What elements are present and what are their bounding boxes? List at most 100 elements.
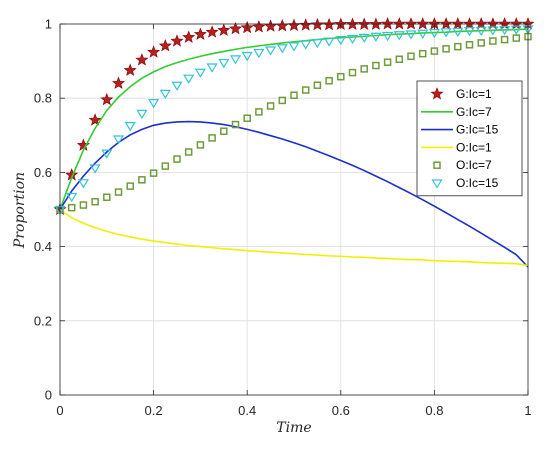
data-point (103, 193, 111, 202)
legend-item: G:Ic=7 (421, 105, 492, 119)
x-tick-label: 0.6 (332, 403, 350, 418)
data-point (158, 39, 172, 52)
y-tick-label: 1 (45, 17, 52, 32)
data-point (442, 45, 450, 53)
legend: G:Ic=1 G:Ic=7 G:Ic=15 O:Ic=1 O:Ic=7 O:Ic=15 (416, 80, 523, 197)
series-3 (59, 208, 529, 267)
data-point (91, 197, 99, 206)
data-point (231, 120, 240, 129)
data-point (407, 52, 415, 61)
data-point (205, 25, 219, 38)
data-point (510, 25, 522, 35)
series-2 (59, 120, 529, 268)
data-point (184, 148, 193, 156)
data-point (138, 176, 146, 184)
data-point (358, 33, 370, 44)
data-point (77, 179, 89, 189)
data-point (300, 40, 312, 50)
legend-marker-swatch (433, 161, 441, 169)
data-point (229, 21, 242, 35)
series-group (53, 17, 535, 268)
series-line (59, 208, 529, 267)
data-point (173, 155, 181, 163)
legend-item: O:Ic=15 (431, 176, 499, 190)
data-point (182, 30, 196, 43)
data-point (252, 20, 266, 33)
data-point (241, 51, 253, 62)
x-tick-label: 0 (56, 403, 63, 418)
data-point (101, 149, 113, 159)
data-point (136, 109, 148, 120)
data-point (452, 27, 464, 38)
data-point (276, 44, 288, 54)
data-point (372, 61, 380, 70)
legend-label: G:Ic=7 (456, 105, 492, 119)
x-tick-label: 0.4 (238, 403, 256, 418)
data-point (487, 26, 499, 36)
data-point (500, 35, 509, 44)
y-tick-label: 0 (45, 388, 52, 403)
data-point (159, 89, 171, 100)
data-point (416, 17, 430, 30)
series-5 (54, 25, 534, 216)
series-line (59, 28, 529, 210)
data-point (418, 49, 427, 58)
data-point (123, 63, 137, 76)
data-point (451, 17, 465, 30)
data-point (392, 17, 406, 30)
data-point (206, 63, 218, 73)
data-point (149, 169, 158, 177)
x-tick-label: 0.2 (145, 403, 163, 418)
plot-frame (59, 23, 529, 396)
data-point (299, 18, 313, 31)
data-point (439, 17, 453, 30)
legend-label: O:Ic=7 (456, 158, 492, 172)
data-point (499, 25, 511, 36)
data-point (193, 27, 207, 40)
series-line (59, 120, 529, 268)
data-point (100, 92, 114, 106)
data-point (325, 77, 333, 85)
legend-marker-swatch (430, 87, 444, 100)
data-point (217, 23, 231, 36)
legend-item: G:Ic=15 (421, 123, 499, 137)
y-tick-label: 0.8 (34, 91, 52, 106)
legend-label: O:Ic=1 (456, 140, 492, 154)
data-point (348, 68, 357, 77)
data-point (288, 42, 300, 52)
legend-item: O:Ic=7 (433, 158, 492, 172)
data-point (88, 113, 102, 126)
data-point (360, 65, 368, 73)
data-point (346, 34, 359, 45)
data-point (404, 17, 418, 30)
data-point (79, 201, 88, 209)
data-point (383, 58, 392, 66)
data-point (311, 38, 323, 49)
data-point (196, 141, 205, 149)
data-point (253, 48, 265, 59)
data-point (89, 164, 101, 174)
data-point (454, 42, 462, 51)
data-point (112, 76, 125, 89)
data-point (323, 37, 335, 47)
series-1 (59, 28, 529, 210)
x-axis-label: Time (276, 420, 311, 436)
data-point (265, 46, 277, 56)
data-point (430, 47, 439, 55)
data-point (124, 122, 136, 132)
data-point (405, 30, 417, 40)
data-point (489, 37, 497, 45)
legend-marker-swatch (431, 179, 443, 189)
data-point (67, 203, 76, 212)
data-point (428, 28, 440, 39)
data-point (440, 28, 452, 38)
data-point (147, 45, 161, 58)
data-point (114, 188, 123, 196)
data-point (512, 34, 521, 42)
data-point (278, 96, 287, 105)
legend-label: G:Ic=1 (456, 87, 492, 101)
data-point (287, 18, 301, 32)
x-tick-label: 1 (524, 403, 531, 418)
y-tick-label: 0.2 (34, 313, 52, 328)
